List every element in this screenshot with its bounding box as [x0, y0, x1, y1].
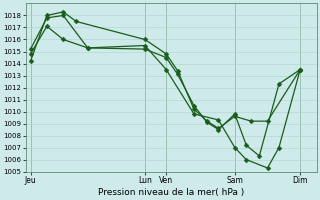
X-axis label: Pression niveau de la mer( hPa ): Pression niveau de la mer( hPa ) [98, 188, 244, 197]
